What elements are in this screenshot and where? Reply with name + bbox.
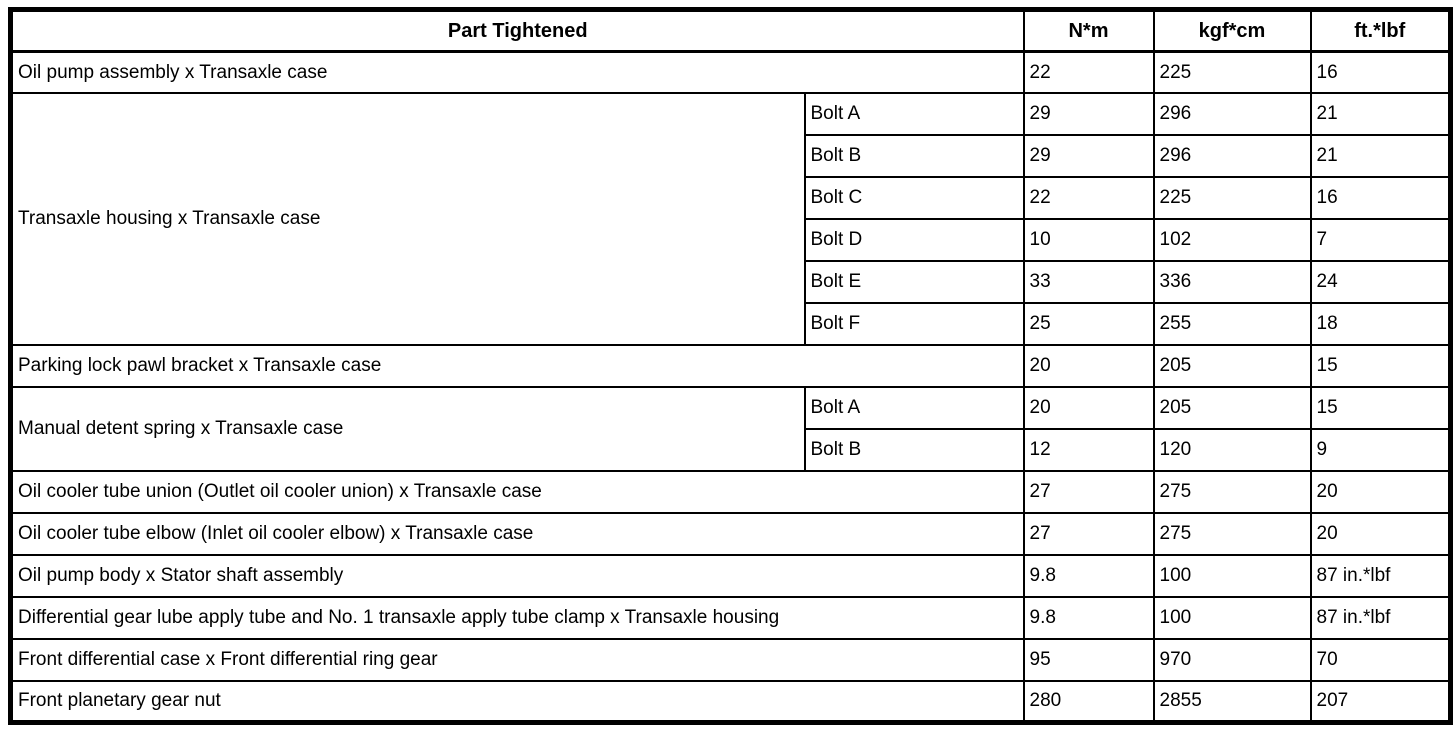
header-row: Part Tightened N*m kgf*cm ft.*lbf xyxy=(9,8,1452,53)
bolt-cell: Bolt A xyxy=(803,386,1025,430)
table-row: Bolt B 29 296 21 xyxy=(11,134,1452,179)
table-row: Oil cooler tube union (Outlet oil cooler… xyxy=(9,469,1452,514)
kgfcm-cell: 255 xyxy=(1152,302,1312,347)
ftlbf-cell: 9 xyxy=(1309,427,1452,472)
nm-cell: 22 xyxy=(1022,176,1155,221)
table-row: Bolt D 10 102 7 xyxy=(11,218,1452,263)
nm-cell: 9.8 xyxy=(1022,553,1155,598)
kgfcm-cell: 100 xyxy=(1152,553,1312,598)
nm-cell: 27 xyxy=(1022,511,1155,556)
nm-cell: 95 xyxy=(1022,637,1155,682)
bolt-cell: Bolt E xyxy=(803,260,1025,305)
header-kgfcm: kgf*cm xyxy=(1152,8,1312,53)
part-cell: Oil pump assembly x Transaxle case xyxy=(9,50,1025,95)
ftlbf-cell: 16 xyxy=(1309,50,1452,95)
kgfcm-cell: 225 xyxy=(1152,176,1312,221)
nm-cell: 20 xyxy=(1022,344,1155,388)
table-row: Manual detent spring x Transaxle case Bo… xyxy=(9,386,1452,472)
ftlbf-cell: 87 in.*lbf xyxy=(1309,553,1452,598)
header-part-tightened: Part Tightened xyxy=(9,8,1025,53)
kgfcm-cell: 120 xyxy=(1152,427,1312,472)
kgfcm-cell: 102 xyxy=(1152,218,1312,263)
nm-cell: 9.8 xyxy=(1022,595,1155,640)
ftlbf-cell: 20 xyxy=(1309,469,1452,514)
ftlbf-cell: 20 xyxy=(1309,511,1452,556)
table-row: Bolt B 12 120 9 xyxy=(11,427,1452,472)
table-row: Bolt F 25 255 18 xyxy=(11,302,1452,347)
kgfcm-cell: 225 xyxy=(1152,50,1312,95)
table-row: Bolt C 22 225 16 xyxy=(11,176,1452,221)
part-cell: Front differential case x Front differen… xyxy=(9,637,1025,682)
nm-cell: 12 xyxy=(1022,427,1155,472)
kgfcm-cell: 336 xyxy=(1152,260,1312,305)
bolt-cell: Bolt B xyxy=(803,134,1025,179)
nm-cell: 29 xyxy=(1022,134,1155,179)
kgfcm-cell: 275 xyxy=(1152,469,1312,514)
table-row: Differential gear lube apply tube and No… xyxy=(9,595,1452,640)
kgfcm-cell: 296 xyxy=(1152,134,1312,179)
ftlbf-cell: 87 in.*lbf xyxy=(1309,595,1452,640)
part-cell: Differential gear lube apply tube and No… xyxy=(9,595,1025,640)
ftlbf-cell: 24 xyxy=(1309,260,1452,305)
nm-cell: 10 xyxy=(1022,218,1155,263)
bolt-cell: Bolt C xyxy=(803,176,1025,221)
nm-cell: 27 xyxy=(1022,469,1155,514)
kgfcm-cell: 296 xyxy=(1152,92,1312,137)
part-cell: Oil cooler tube union (Outlet oil cooler… xyxy=(9,469,1025,514)
ftlbf-cell: 15 xyxy=(1309,344,1452,388)
nm-cell: 33 xyxy=(1022,260,1155,305)
table-row: Front differential case x Front differen… xyxy=(9,637,1452,682)
kgfcm-cell: 100 xyxy=(1152,595,1312,640)
nm-cell: 280 xyxy=(1022,679,1155,724)
nm-cell: 20 xyxy=(1022,386,1155,430)
ftlbf-cell: 16 xyxy=(1309,176,1452,221)
part-cell: Parking lock pawl bracket x Transaxle ca… xyxy=(9,344,1025,388)
ftlbf-cell: 18 xyxy=(1309,302,1452,347)
nm-cell: 25 xyxy=(1022,302,1155,347)
table-row: Oil cooler tube elbow (Inlet oil cooler … xyxy=(9,511,1452,556)
table-row: Oil pump assembly x Transaxle case 22 22… xyxy=(9,50,1452,95)
ftlbf-cell: 70 xyxy=(1309,637,1452,682)
kgfcm-cell: 2855 xyxy=(1152,679,1312,724)
kgfcm-cell: 275 xyxy=(1152,511,1312,556)
table-row: Front planetary gear nut 280 2855 207 xyxy=(9,679,1452,724)
ftlbf-cell: 7 xyxy=(1309,218,1452,263)
part-cell: Oil pump body x Stator shaft assembly xyxy=(9,553,1025,598)
header-nm: N*m xyxy=(1022,8,1155,53)
table-row: Transaxle housing x Transaxle case Bolt … xyxy=(9,92,1452,347)
kgfcm-cell: 970 xyxy=(1152,637,1312,682)
table-row: Parking lock pawl bracket x Transaxle ca… xyxy=(9,344,1452,388)
kgfcm-cell: 205 xyxy=(1152,386,1312,430)
nm-cell: 29 xyxy=(1022,92,1155,137)
kgfcm-cell: 205 xyxy=(1152,344,1312,388)
torque-spec-table: Part Tightened N*m kgf*cm ft.*lbf Oil pu… xyxy=(8,7,1453,725)
ftlbf-cell: 15 xyxy=(1309,386,1452,430)
nm-cell: 22 xyxy=(1022,50,1155,95)
part-cell: Transaxle housing x Transaxle case xyxy=(9,92,806,347)
header-ftlbf: ft.*lbf xyxy=(1309,8,1452,53)
bolt-cell: Bolt B xyxy=(803,427,1025,472)
bolt-cell: Bolt F xyxy=(803,302,1025,347)
bolt-cell: Bolt A xyxy=(803,92,1025,137)
table-row: Oil pump body x Stator shaft assembly 9.… xyxy=(9,553,1452,598)
part-cell: Manual detent spring x Transaxle case xyxy=(9,386,806,472)
table-row: Bolt E 33 336 24 xyxy=(11,260,1452,305)
bolt-cell: Bolt D xyxy=(803,218,1025,263)
ftlbf-cell: 207 xyxy=(1309,679,1452,724)
ftlbf-cell: 21 xyxy=(1309,134,1452,179)
part-cell: Oil cooler tube elbow (Inlet oil cooler … xyxy=(9,511,1025,556)
ftlbf-cell: 21 xyxy=(1309,92,1452,137)
part-cell: Front planetary gear nut xyxy=(9,679,1025,724)
